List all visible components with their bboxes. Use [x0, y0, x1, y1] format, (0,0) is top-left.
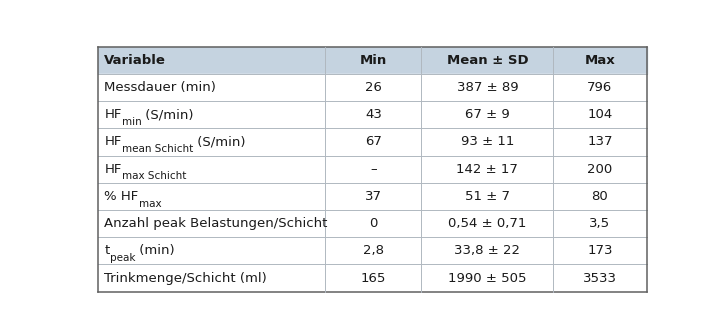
Text: 173: 173	[587, 244, 613, 257]
Text: 43: 43	[365, 108, 382, 121]
Text: 80: 80	[592, 190, 608, 203]
Text: min: min	[122, 117, 142, 127]
Bar	[97, 183, 647, 210]
Bar	[97, 128, 647, 155]
Text: HF: HF	[105, 108, 122, 121]
Text: peak: peak	[110, 253, 135, 263]
Bar	[97, 47, 647, 74]
Text: 67: 67	[365, 135, 382, 148]
Text: (S/min): (S/min)	[142, 108, 194, 121]
Text: 137: 137	[587, 135, 613, 148]
Text: Variable: Variable	[105, 54, 166, 67]
Text: 93 ± 11: 93 ± 11	[461, 135, 514, 148]
Text: HF: HF	[105, 135, 122, 148]
Text: 67 ± 9: 67 ± 9	[465, 108, 510, 121]
Text: Mean ± SD: Mean ± SD	[446, 54, 529, 67]
Bar	[97, 264, 647, 292]
Text: max: max	[139, 199, 161, 209]
Text: (min): (min)	[135, 244, 175, 257]
Text: 3,5: 3,5	[590, 217, 611, 230]
Text: 0: 0	[370, 217, 378, 230]
Text: 796: 796	[587, 81, 613, 94]
Text: –: –	[370, 163, 377, 176]
Bar	[97, 101, 647, 128]
Text: t: t	[105, 244, 110, 257]
Text: mean Schicht: mean Schicht	[122, 144, 193, 154]
Bar	[97, 155, 647, 183]
Text: 104: 104	[587, 108, 613, 121]
Text: 165: 165	[361, 272, 386, 285]
Text: Anzahl peak Belastungen/Schicht: Anzahl peak Belastungen/Schicht	[105, 217, 327, 230]
Text: 387 ± 89: 387 ± 89	[457, 81, 518, 94]
Text: 2,8: 2,8	[363, 244, 384, 257]
Bar	[97, 210, 647, 237]
Text: 26: 26	[365, 81, 382, 94]
Text: 0,54 ± 0,71: 0,54 ± 0,71	[448, 217, 526, 230]
Text: (S/min): (S/min)	[193, 135, 245, 148]
Text: Trinkmenge/Schicht (ml): Trinkmenge/Schicht (ml)	[105, 272, 267, 285]
Text: Messdauer (min): Messdauer (min)	[105, 81, 216, 94]
Bar	[97, 74, 647, 101]
Text: 200: 200	[587, 163, 613, 176]
Text: 142 ± 17: 142 ± 17	[457, 163, 518, 176]
Text: max Schicht: max Schicht	[122, 172, 186, 181]
Text: Min: Min	[360, 54, 387, 67]
Text: 37: 37	[365, 190, 382, 203]
Text: 51 ± 7: 51 ± 7	[465, 190, 510, 203]
Text: 3533: 3533	[583, 272, 617, 285]
Text: 33,8 ± 22: 33,8 ± 22	[454, 244, 521, 257]
Text: Max: Max	[584, 54, 616, 67]
Bar	[97, 237, 647, 264]
Text: 1990 ± 505: 1990 ± 505	[448, 272, 526, 285]
Text: HF: HF	[105, 163, 122, 176]
Text: % HF: % HF	[105, 190, 139, 203]
